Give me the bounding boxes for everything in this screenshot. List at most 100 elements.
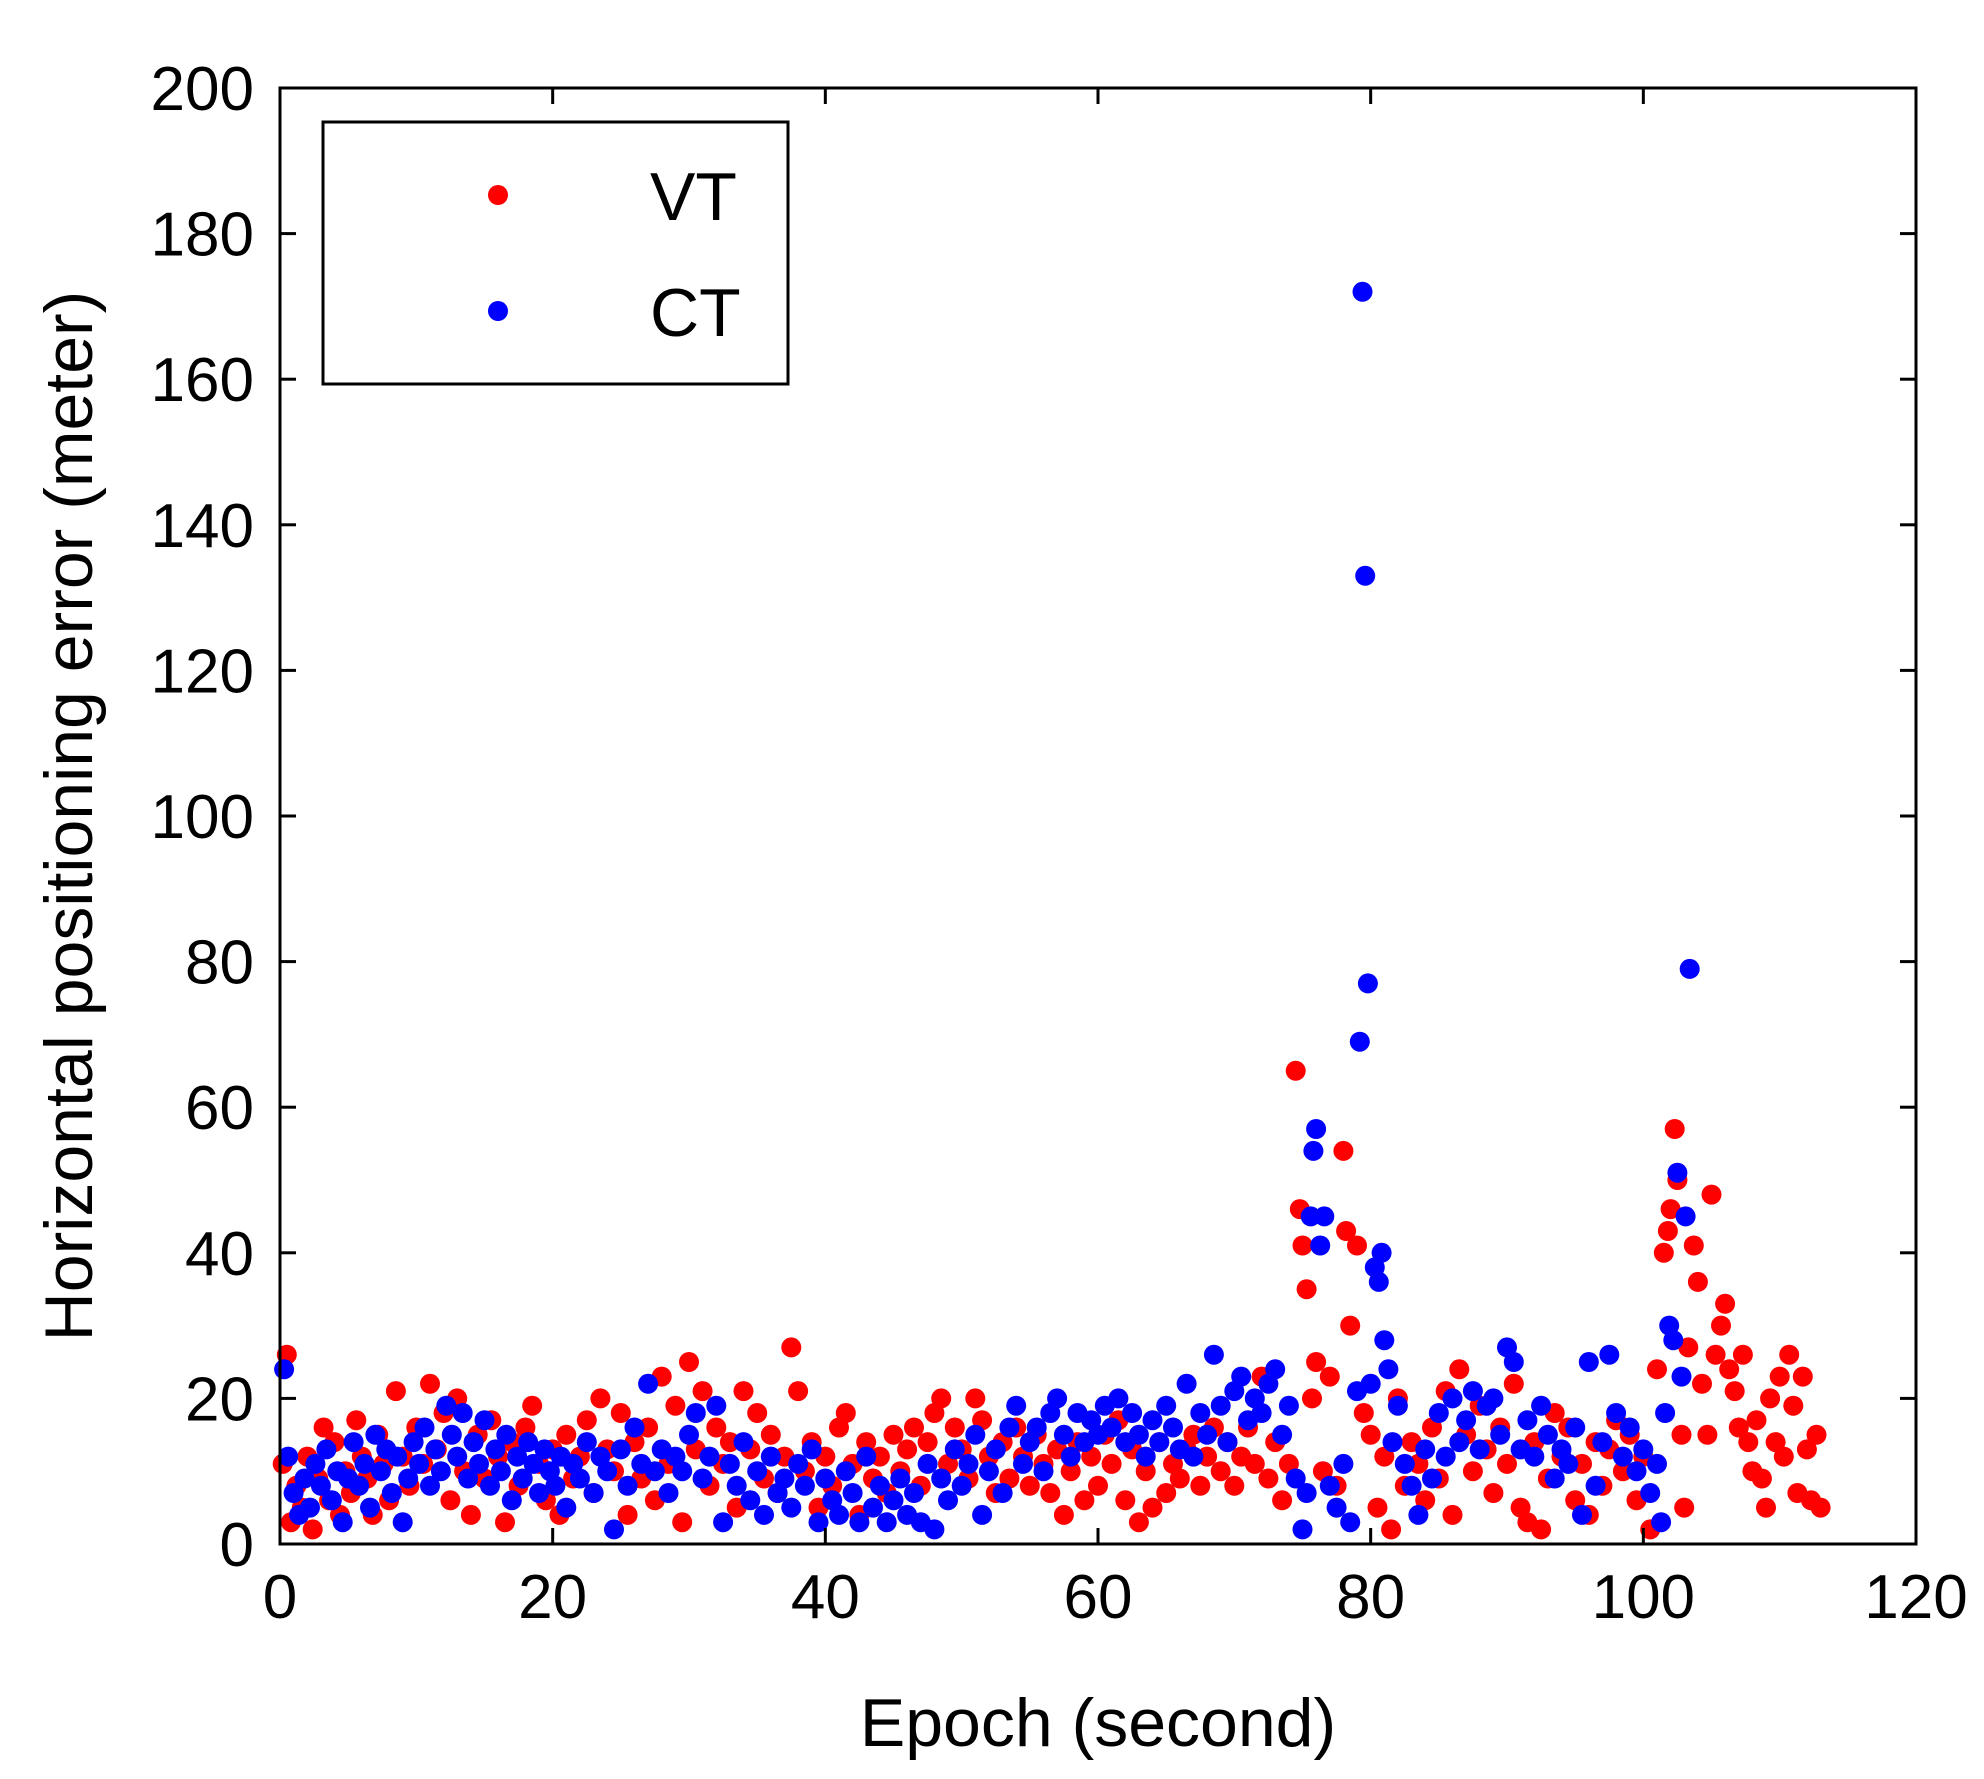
point-ct-209 (1565, 1417, 1586, 1438)
point-vt-131 (1135, 1461, 1156, 1482)
y-tick-label-180: 180 (151, 201, 254, 270)
point-ct-137 (1135, 1446, 1156, 1467)
point-ct-74 (706, 1395, 727, 1416)
point-ct-25 (409, 1453, 430, 1474)
point-ct-36 (469, 1453, 489, 1474)
point-vt-144 (1224, 1475, 1245, 1496)
point-vt-216 (1674, 1497, 1695, 1518)
point-vt-80 (788, 1381, 809, 1402)
point-vt-169 (1374, 1446, 1395, 1467)
point-ct-67 (658, 1483, 679, 1503)
point-vt-237 (1769, 1366, 1790, 1387)
point-ct-216 (1612, 1446, 1633, 1467)
point-ct-146 (1197, 1424, 1218, 1445)
point-ct-95 (849, 1512, 870, 1533)
point-ct-28 (425, 1439, 446, 1460)
y-tick-label-60: 60 (185, 1074, 254, 1143)
point-vt-224 (1711, 1315, 1731, 1336)
point-ct-37 (474, 1410, 495, 1431)
point-ct-198 (1490, 1424, 1511, 1445)
point-ct-157 (1272, 1424, 1293, 1445)
point-vt-188 (1503, 1373, 1524, 1394)
point-vt-21 (385, 1381, 406, 1402)
point-ct-115 (985, 1439, 1006, 1460)
point-vt-198 (1572, 1453, 1592, 1474)
point-ct-32 (447, 1446, 468, 1467)
point-ct-82 (760, 1446, 781, 1467)
point-ct-192 (1449, 1432, 1470, 1453)
point-ct-169 (1333, 1453, 1354, 1474)
x-tick-label-80: 80 (1336, 1563, 1405, 1632)
point-ct-52 (556, 1497, 577, 1518)
point-ct-58 (597, 1461, 618, 1482)
series-ct (274, 281, 1700, 1540)
point-ct-135 (1122, 1403, 1143, 1423)
point-ct-206 (1544, 1468, 1565, 1489)
x-axis-title: Epoch (second) (860, 1685, 1336, 1761)
point-vt-233 (1751, 1468, 1772, 1489)
point-ct-190 (1435, 1446, 1456, 1467)
point-ct-183 (1387, 1395, 1408, 1416)
point-ct-114 (978, 1461, 999, 1482)
point-vt-55 (617, 1504, 638, 1525)
point-ct-147 (1203, 1344, 1224, 1365)
point-vt-157 (1302, 1388, 1322, 1409)
point-vt-238 (1773, 1446, 1794, 1467)
point-vt-230 (1738, 1432, 1759, 1453)
point-ct-60 (610, 1439, 631, 1460)
point-ct-208 (1558, 1453, 1579, 1474)
point-ct-42 (501, 1490, 522, 1511)
point-vt-41 (522, 1395, 543, 1416)
point-ct-200 (1503, 1352, 1524, 1372)
point-ct-87 (794, 1475, 815, 1496)
point-vt-99 (917, 1432, 938, 1453)
point-ct-141 (1163, 1417, 1183, 1438)
point-ct-9 (321, 1490, 342, 1511)
point-ct-184 (1394, 1453, 1415, 1474)
point-ct-44 (512, 1468, 533, 1489)
point-vt-130 (1128, 1512, 1149, 1533)
point-ct-178 (1368, 1271, 1389, 1292)
point-vt-122 (1074, 1490, 1095, 1511)
point-ct-202 (1517, 1410, 1538, 1431)
point-vt-153 (1285, 1060, 1306, 1081)
point-ct-229 (1679, 958, 1700, 979)
point-ct-96 (856, 1446, 877, 1467)
legend-box (321, 120, 790, 386)
point-vt-242 (1792, 1366, 1813, 1387)
point-ct-70 (679, 1424, 699, 1445)
point-ct-5 (300, 1497, 320, 1518)
point-ct-113 (972, 1504, 993, 1525)
point-ct-166 (1314, 1206, 1335, 1227)
point-ct-85 (781, 1497, 802, 1518)
point-ct-15 (354, 1453, 375, 1474)
point-vt-185 (1483, 1483, 1504, 1503)
point-vt-217 (1678, 1337, 1699, 1358)
x-tick-label-40: 40 (791, 1563, 860, 1632)
point-ct-81 (754, 1504, 774, 1525)
point-ct-71 (685, 1403, 706, 1423)
point-ct-194 (1462, 1381, 1483, 1402)
point-vt-74 (747, 1403, 768, 1423)
point-vt-239 (1779, 1344, 1800, 1365)
point-vt-26 (420, 1373, 440, 1394)
point-vt-136 (1169, 1468, 1190, 1489)
point-ct-219 (1633, 1439, 1654, 1460)
point-vt-101 (931, 1388, 952, 1409)
point-ct-205 (1537, 1424, 1558, 1445)
point-ct-90 (815, 1468, 836, 1489)
y-tick-label-40: 40 (185, 1220, 254, 1289)
point-vt-228 (1728, 1417, 1749, 1438)
point-ct-103 (904, 1483, 924, 1503)
point-vt-114 (1019, 1475, 1040, 1496)
point-ct-22 (392, 1512, 413, 1533)
point-ct-79 (740, 1490, 761, 1511)
point-ct-48 (534, 1439, 555, 1460)
point-ct-24 (403, 1432, 424, 1453)
point-ct-46 (523, 1453, 544, 1474)
point-ct-107 (931, 1468, 952, 1489)
point-ct-159 (1285, 1468, 1306, 1489)
point-ct-17 (365, 1424, 386, 1445)
point-ct-176 (1360, 1373, 1381, 1394)
point-ct-218 (1626, 1461, 1647, 1482)
